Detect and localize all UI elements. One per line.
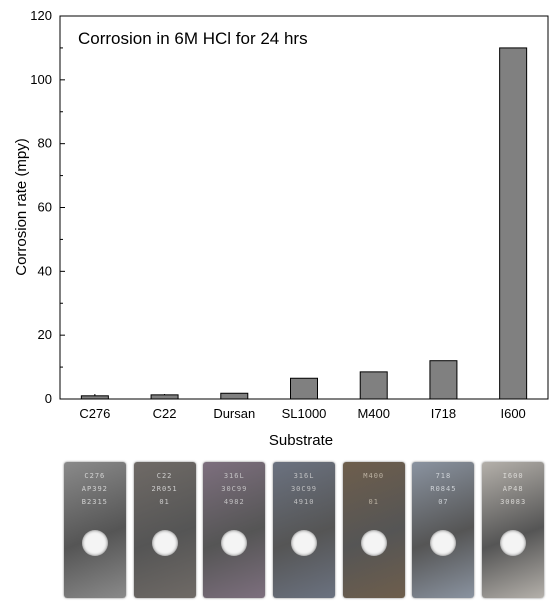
coupon-sl1000: 316L 30C99 4910	[273, 462, 335, 598]
coupon-stamp-text: C276	[84, 472, 106, 480]
coupon-i600: I600 AP48 30083	[482, 462, 545, 598]
bar-i600	[499, 47, 528, 400]
coupon-stamp-text: 718	[435, 472, 452, 480]
x-tick-label-i600: I600	[500, 406, 525, 421]
coupon-stamp-text: B2315	[81, 498, 108, 506]
coupon-stamp-text: R0845	[430, 485, 457, 493]
coupon-hole	[360, 530, 387, 556]
coupon-stamp-text: 316L	[293, 472, 315, 480]
bars	[80, 47, 528, 400]
coupon-stamp-text: C22	[156, 472, 173, 480]
x-tick-label-c276: C276	[79, 406, 110, 421]
coupon-hole	[81, 530, 108, 556]
coupon-i718: 718 R0845 07	[412, 462, 475, 598]
coupon-stamp-text: 4910	[293, 498, 315, 506]
plot-frame	[59, 15, 549, 400]
coupon-stamp-text: 07	[438, 498, 449, 506]
y-tick-label: 0	[45, 391, 52, 406]
sample-coupons: C276 AP392 B2315 C22 2R051 01 316L 30C99 4982 316…	[60, 462, 548, 600]
coupon-stamp-text: 30C99	[221, 485, 248, 493]
x-tick-label-c22: C22	[153, 406, 177, 421]
coupon-hole	[221, 530, 248, 556]
coupon-stamp-text: AP392	[81, 485, 108, 493]
bar-sl1000	[290, 377, 318, 400]
coupon-c22: C22 2R051 01	[133, 462, 196, 598]
x-axis-title: Substrate	[269, 432, 333, 449]
coupon-stamp-text: I600	[502, 472, 524, 480]
coupon-hole	[430, 530, 457, 556]
y-tick-label: 120	[30, 8, 52, 23]
y-axis: 0 20 40 60 80 100 120	[30, 8, 65, 406]
coupon-stamp-text: 30C99	[290, 485, 318, 493]
y-tick-label: 40	[38, 263, 52, 278]
coupon-stamp-text: 316L	[223, 472, 245, 480]
coupon-hole	[291, 530, 317, 556]
bar-dursan	[220, 392, 249, 400]
chart-title: Corrosion in 6M HCl for 24 hrs	[78, 29, 308, 48]
coupon-stamp-text: M400	[363, 472, 385, 480]
coupon-stamp-text: 4982	[223, 498, 245, 506]
bar-i718	[429, 360, 458, 400]
bar-c276	[80, 395, 109, 400]
bar-m400	[359, 371, 388, 400]
coupon-c276: C276 AP392 B2315	[63, 462, 126, 598]
coupon-stamp-text: 01	[368, 498, 379, 506]
coupon-hole	[500, 530, 527, 556]
corrosion-bar-chart: 0 20 40 60 80 100 120 C276 C22 Dursan SL1000 M400 I…	[13, 8, 549, 449]
bar-c22	[150, 394, 179, 400]
x-tick-label-i718: I718	[431, 406, 456, 421]
y-tick-label: 60	[38, 200, 52, 215]
y-tick-label: 80	[38, 136, 52, 151]
coupon-dursan: 316L 30C99 4982	[203, 462, 266, 598]
x-tick-label-m400: M400	[357, 406, 390, 421]
coupon-hole	[151, 530, 178, 556]
coupon-stamp-text: 30083	[500, 498, 527, 506]
coupon-stamp-text: 2R051	[151, 485, 178, 493]
x-tick-label-sl1000: SL1000	[282, 406, 327, 421]
coupon-stamp-text: AP48	[502, 485, 524, 493]
y-axis-title: Corrosion rate (mpy)	[13, 138, 30, 276]
coupon-m400: M400 01	[342, 462, 405, 598]
y-tick-label: 20	[38, 327, 52, 342]
y-tick-label: 100	[30, 72, 52, 87]
x-tick-label-dursan: Dursan	[213, 406, 255, 421]
coupon-stamp-text: 01	[159, 498, 170, 506]
x-axis: C276 C22 Dursan SL1000 M400 I718 I600	[79, 394, 526, 421]
